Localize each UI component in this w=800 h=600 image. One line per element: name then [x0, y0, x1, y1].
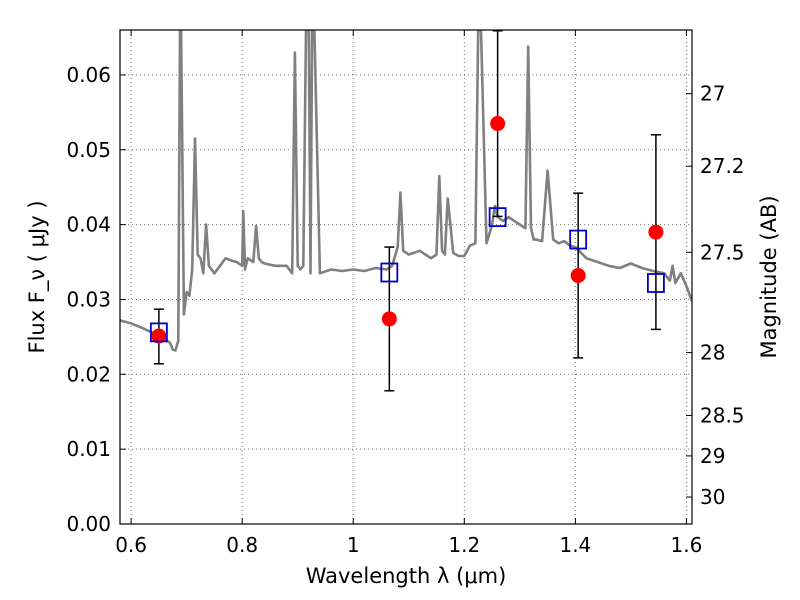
right-tick-label: 30	[700, 485, 725, 509]
y-tick-label: 0.04	[66, 213, 111, 237]
x-tick-label: 0.8	[226, 533, 258, 557]
spectrum-line	[120, 30, 692, 352]
gridlines	[120, 30, 692, 525]
right-tick-label: 28.5	[700, 403, 745, 427]
x-tick-label: 1.2	[448, 533, 480, 557]
y-axis-label: Flux F_ν ( μJy )	[25, 200, 50, 353]
spectrum-layer	[120, 30, 692, 352]
right-tick-label: 27	[700, 82, 725, 106]
right-tick-label: 29	[700, 444, 725, 468]
model-square	[488, 207, 507, 228]
right-tick-label: 27.2	[700, 154, 745, 178]
y-tick-label: 0.06	[66, 63, 111, 87]
y-tick-label: 0.00	[66, 512, 111, 536]
right-tick-label: 28	[700, 341, 725, 365]
model-square	[380, 262, 399, 283]
photometry-point	[490, 116, 506, 132]
x-tick-label: 1	[347, 533, 360, 557]
photometry-point	[648, 224, 664, 240]
right-tick-label: 27.5	[700, 240, 745, 264]
photometry-point	[151, 328, 167, 344]
x-tick-label: 0.6	[115, 533, 147, 557]
points-layer	[149, 29, 665, 392]
plot-frame	[119, 29, 693, 525]
x-tick-label: 1.6	[671, 533, 703, 557]
model-square	[647, 273, 665, 293]
x-tick-label: 1.4	[559, 533, 591, 557]
photometry-point	[381, 311, 397, 327]
photometry-point	[570, 268, 586, 284]
y-tick-label: 0.05	[66, 138, 111, 162]
y-tick-label: 0.02	[66, 362, 111, 386]
y-tick-label: 0.03	[66, 287, 111, 311]
right-axis-label: Magnitude (AB)	[757, 195, 781, 358]
x-axis-label: Wavelength λ (μm)	[306, 564, 507, 588]
model-square	[149, 322, 168, 343]
model-square	[569, 229, 588, 250]
ticks-layer: 0.6 0.8 1 1.2 1.4 1.6 0.00 0.01 0.02 0.03 0.04 0.05…	[66, 30, 745, 557]
y-tick-label: 0.01	[66, 437, 111, 461]
